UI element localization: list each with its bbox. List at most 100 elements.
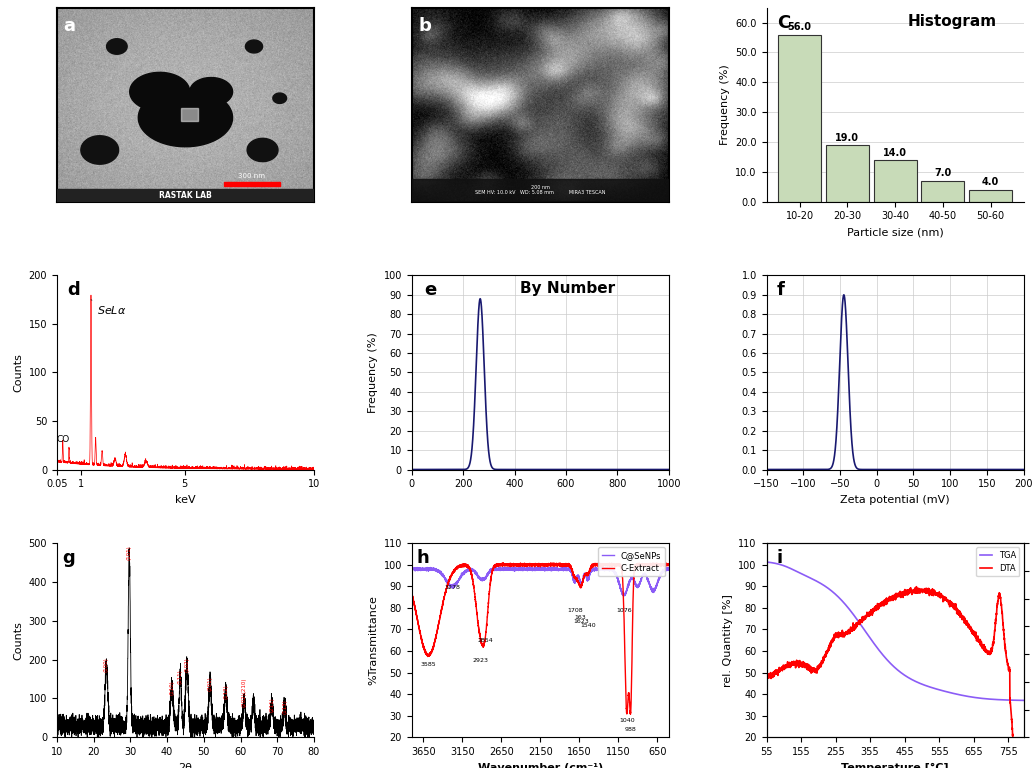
Polygon shape [107,38,127,55]
Y-axis label: rel. Quantity [%]: rel. Quantity [%] [723,594,733,687]
X-axis label: Temperature [°C]: Temperature [°C] [842,763,949,768]
Polygon shape [181,108,199,121]
C-Extract [573,579,585,588]
Text: 7.0: 7.0 [934,168,951,178]
Text: (101): (101) [127,545,131,560]
Text: (211): (211) [269,697,274,712]
C-Extract [663,560,675,569]
Text: b: b [419,18,431,35]
Bar [224,182,280,186]
Text: f: f [777,281,785,300]
TGA [773,560,786,569]
Text: 1040: 1040 [619,718,635,723]
X-axis label: keV: keV [175,495,195,505]
Text: 56.0: 56.0 [788,22,812,32]
Bar [826,145,869,202]
C-Extract [497,558,510,568]
Text: 1708: 1708 [567,608,582,613]
Bar [57,189,314,202]
Polygon shape [81,136,119,164]
Text: 2923: 2923 [473,658,488,663]
Line: TGA: TGA [766,562,1024,700]
Text: 300 nm: 300 nm [238,173,265,179]
Text: 4.0: 4.0 [982,177,999,187]
Text: 2854: 2854 [478,638,493,644]
Y-axis label: Counts: Counts [13,353,23,392]
Text: 1623: 1623 [574,619,589,624]
Text: (201): (201) [208,677,213,691]
Text: d: d [67,281,80,300]
Text: 200 nm: 200 nm [530,185,550,190]
X-axis label: Zeta potential (mV): Zeta potential (mV) [841,495,950,505]
Text: (113): (113) [282,699,287,713]
Text: 3278: 3278 [445,584,460,590]
X-axis label: Particle size (nm): Particle size (nm) [847,227,943,237]
TGA [1010,696,1023,705]
Text: a: a [64,18,75,35]
DTA [760,670,772,679]
C-Extract [559,560,572,569]
Text: 14.0: 14.0 [883,147,907,157]
TGA [885,660,898,669]
TGA [1017,696,1030,705]
C-Extract [452,562,464,571]
Polygon shape [139,88,233,147]
Y-axis label: Counts: Counts [13,621,23,660]
Text: e: e [425,281,436,300]
Y-axis label: %Transmittance: %Transmittance [368,595,378,685]
C@SeNPs [504,565,516,574]
Text: 3585: 3585 [421,662,436,667]
DTA [885,594,898,603]
C@SeNPs [452,576,464,585]
Text: 19.0: 19.0 [835,133,859,143]
C@SeNPs [600,562,612,571]
Text: 1076: 1076 [616,608,632,613]
Line: C@SeNPs: C@SeNPs [412,567,669,596]
DTA [879,596,891,605]
C@SeNPs [598,565,610,574]
Bar [874,160,916,202]
TGA [879,653,891,662]
C-Extract [504,559,516,568]
Legend: TGA, DTA: TGA, DTA [976,548,1020,576]
Text: (112): (112) [223,684,229,699]
DTA [773,666,786,675]
Text: (110): (110) [170,680,175,695]
Text: 1540: 1540 [580,624,596,628]
Text: (111): (111) [178,669,183,684]
C-Extract [617,585,630,594]
C@SeNPs [617,591,630,601]
Polygon shape [247,138,278,161]
Polygon shape [245,40,263,53]
Line: C-Extract: C-Extract [412,563,669,714]
Text: i: i [777,549,783,567]
C@SeNPs [663,564,675,573]
C@SeNPs [573,573,585,582]
Text: (102): (102) [184,657,189,672]
Text: RASTAK LAB: RASTAK LAB [159,190,212,200]
Y-axis label: Frequency (%): Frequency (%) [368,332,378,413]
Bar [412,179,669,202]
DTA [910,582,922,591]
C-Extract [598,559,610,568]
DTA [963,621,975,631]
Text: (100): (100) [104,657,109,672]
Polygon shape [189,78,233,106]
TGA [1010,696,1023,705]
C-Extract [405,589,418,598]
Line: DTA: DTA [766,587,1024,768]
C@SeNPs [405,564,418,574]
TGA [963,692,975,701]
Text: h: h [417,549,429,567]
Legend: C@SeNPs, C-Extract: C@SeNPs, C-Extract [599,548,665,576]
TGA [760,558,772,567]
C-Extract [625,710,637,719]
Text: 988: 988 [625,727,637,732]
Text: 163: 163 [575,614,586,620]
C@SeNPs [559,564,572,573]
Text: CO: CO [56,435,69,444]
Text: By Number: By Number [520,281,615,296]
Text: (202)(210): (202)(210) [242,677,247,707]
Text: g: g [62,549,74,567]
Y-axis label: Frequency (%): Frequency (%) [720,65,730,145]
